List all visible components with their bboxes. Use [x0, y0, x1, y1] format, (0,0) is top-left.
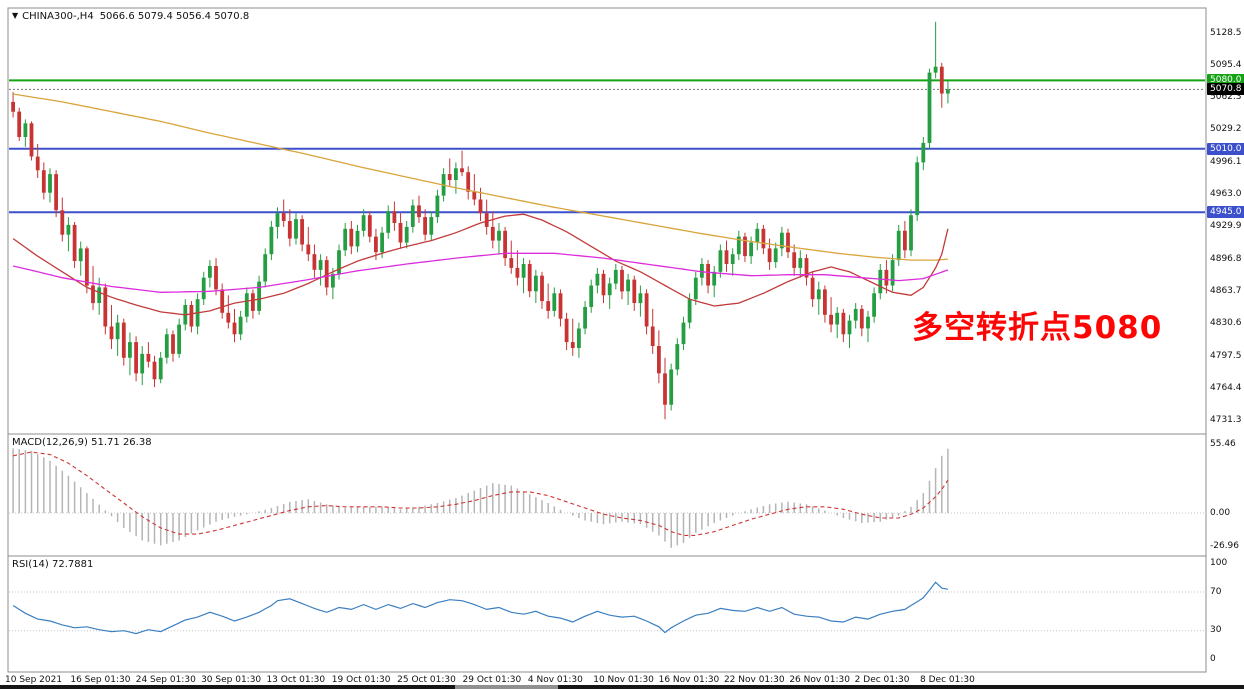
overlay-ma-fast [12, 213, 949, 316]
rsi-value: 72.7881 [51, 559, 94, 570]
ohlc-quote: 5066.6 5079.4 5056.4 5070.8 [99, 11, 250, 22]
chart-header: ▼ CHINA300-,H4 5066.6 5079.4 5056.4 5070.8 [12, 11, 249, 22]
chart-menu-icon[interactable]: ▼ [12, 11, 19, 20]
macd-indicator-label: MACD(12,26,9) 51.71 26.38 [12, 437, 152, 448]
macd-name: MACD(12,26,9) [12, 437, 88, 448]
horizontal-scrollbar[interactable] [0, 685, 1244, 689]
overlay-ma-slow [12, 93, 948, 261]
overlay-ma-mid [12, 252, 949, 293]
panel-border [7, 555, 1207, 673]
panel-border [7, 433, 1207, 557]
rsi-line [12, 581, 949, 635]
rsi-name: RSI(14) [12, 559, 49, 570]
annotation-text: 多空转折点5080 [912, 310, 1163, 346]
scrollbar-thumb[interactable] [455, 685, 558, 689]
panel-border [7, 7, 1207, 435]
rsi-indicator-label: RSI(14) 72.7881 [12, 559, 93, 570]
macd-values: 51.71 26.38 [91, 437, 152, 448]
symbol-timeframe-label: CHINA300-,H4 [22, 11, 94, 22]
